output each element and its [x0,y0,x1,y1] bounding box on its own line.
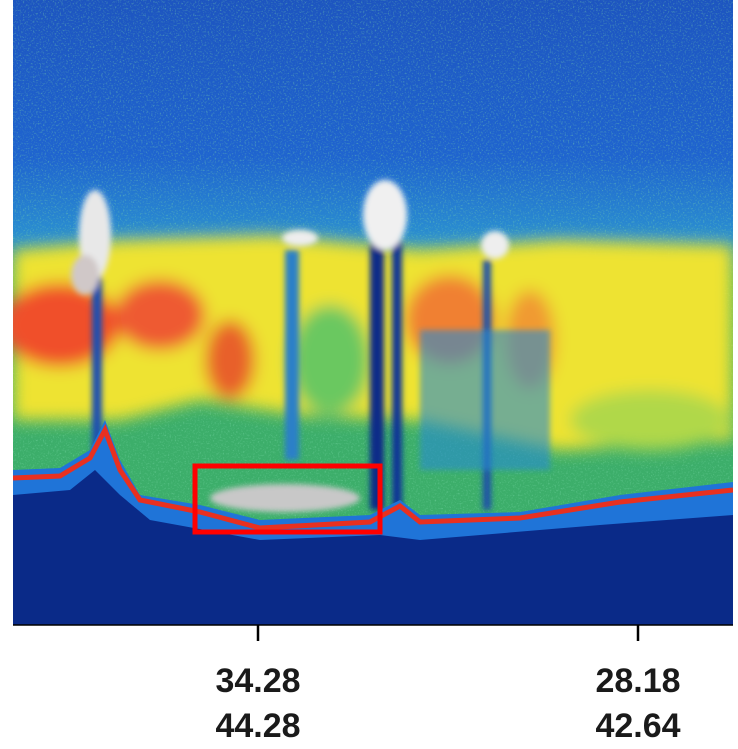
plumes [71,180,550,510]
scattering-layer [13,235,733,450]
echogram-image [13,0,733,625]
seabed-line [13,423,733,531]
tick-label: 42.64 [595,707,680,745]
tick-label: 44.28 [215,707,300,745]
tick-label: 28.18 [595,662,680,700]
tick-label: 34.28 [215,662,300,700]
highlight-box [192,463,383,535]
sub-bottom [13,470,733,625]
target-school [210,484,360,512]
